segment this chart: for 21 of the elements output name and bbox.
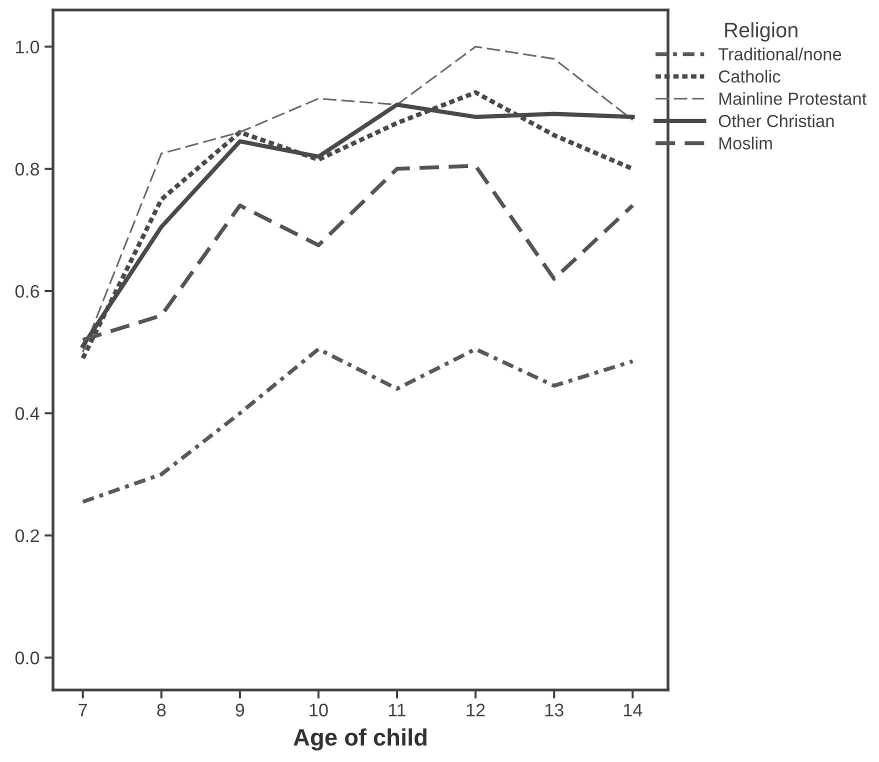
legend-title: Religion xyxy=(725,22,798,42)
x-tick-label: 7 xyxy=(78,704,87,716)
y-tick-label: 0.8 xyxy=(15,162,40,176)
y-tick-label: 0.2 xyxy=(15,529,39,542)
x-tick-label: 10 xyxy=(310,704,328,716)
legend-label: Mainline Protestant xyxy=(719,92,867,105)
legend-label: Traditional/none xyxy=(718,48,842,60)
x-axis-title: Age of child xyxy=(294,728,427,750)
x-tick-label: 13 xyxy=(545,704,564,716)
x-tick-label: 12 xyxy=(466,704,485,716)
y-tick-label: 1.0 xyxy=(16,40,40,54)
y-tick-label: 0.6 xyxy=(15,284,40,298)
x-tick-label: 11 xyxy=(389,704,406,716)
x-tick-label: 8 xyxy=(157,704,166,716)
legend-label: Moslim xyxy=(719,136,772,150)
x-tick-label: 14 xyxy=(624,704,642,716)
legend-label: Other Christian xyxy=(718,114,834,128)
x-tick-label: 9 xyxy=(236,704,244,716)
legend-label: Catholic xyxy=(718,70,780,83)
y-tick-label: 0.4 xyxy=(15,407,40,420)
y-tick-label: 0.0 xyxy=(15,652,40,664)
